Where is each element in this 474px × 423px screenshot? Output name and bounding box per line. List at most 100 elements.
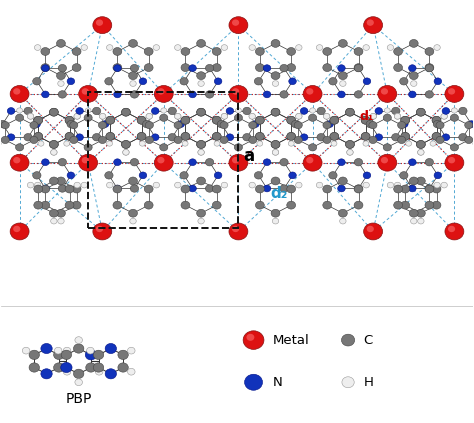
Text: N: N xyxy=(273,376,282,389)
Circle shape xyxy=(114,159,121,165)
Circle shape xyxy=(394,63,402,71)
Circle shape xyxy=(448,88,455,95)
Circle shape xyxy=(432,185,441,193)
Circle shape xyxy=(255,132,264,140)
Circle shape xyxy=(341,334,355,346)
Circle shape xyxy=(418,149,424,155)
Circle shape xyxy=(139,78,147,85)
Circle shape xyxy=(245,374,263,390)
Circle shape xyxy=(41,63,50,71)
Circle shape xyxy=(459,134,467,141)
Circle shape xyxy=(29,350,39,360)
Circle shape xyxy=(432,201,441,209)
Circle shape xyxy=(84,144,92,151)
Circle shape xyxy=(394,201,402,209)
Circle shape xyxy=(329,77,337,85)
Circle shape xyxy=(27,113,34,119)
Circle shape xyxy=(212,47,221,55)
Circle shape xyxy=(255,201,264,209)
Circle shape xyxy=(17,108,23,113)
Circle shape xyxy=(398,136,406,143)
Circle shape xyxy=(198,218,204,224)
Circle shape xyxy=(309,114,317,121)
Circle shape xyxy=(197,108,206,116)
Circle shape xyxy=(49,140,58,148)
Circle shape xyxy=(42,65,49,71)
Circle shape xyxy=(329,172,337,179)
Circle shape xyxy=(387,45,394,50)
Circle shape xyxy=(354,91,363,98)
Circle shape xyxy=(82,88,89,95)
Circle shape xyxy=(106,132,115,140)
Circle shape xyxy=(263,159,271,165)
Circle shape xyxy=(114,185,121,192)
Circle shape xyxy=(49,177,58,185)
Circle shape xyxy=(366,121,374,128)
Circle shape xyxy=(58,64,66,72)
Circle shape xyxy=(38,141,44,146)
Circle shape xyxy=(296,113,302,119)
Circle shape xyxy=(113,47,122,55)
Circle shape xyxy=(51,218,57,224)
Circle shape xyxy=(220,136,228,143)
Circle shape xyxy=(347,149,353,155)
Circle shape xyxy=(417,108,425,116)
Circle shape xyxy=(33,172,41,179)
Circle shape xyxy=(229,223,248,240)
Circle shape xyxy=(181,201,190,209)
Circle shape xyxy=(361,132,370,140)
Circle shape xyxy=(417,177,425,185)
Circle shape xyxy=(107,182,113,188)
Circle shape xyxy=(73,344,84,353)
Circle shape xyxy=(157,157,164,163)
Circle shape xyxy=(434,78,442,85)
Circle shape xyxy=(65,116,74,124)
Circle shape xyxy=(130,159,138,166)
Circle shape xyxy=(155,85,173,102)
Circle shape xyxy=(221,113,228,119)
Circle shape xyxy=(271,108,280,116)
Circle shape xyxy=(323,201,332,209)
Circle shape xyxy=(64,141,70,146)
Circle shape xyxy=(409,65,416,71)
Circle shape xyxy=(425,47,434,55)
Circle shape xyxy=(121,108,130,116)
Circle shape xyxy=(65,132,74,140)
Circle shape xyxy=(451,108,457,113)
Circle shape xyxy=(323,113,330,119)
Circle shape xyxy=(294,121,302,129)
Circle shape xyxy=(92,134,101,141)
Circle shape xyxy=(197,39,206,47)
Circle shape xyxy=(383,114,392,121)
Circle shape xyxy=(425,185,434,193)
Circle shape xyxy=(180,172,188,179)
Circle shape xyxy=(152,134,159,140)
Circle shape xyxy=(181,116,190,124)
Circle shape xyxy=(181,47,190,55)
Circle shape xyxy=(384,108,390,113)
Circle shape xyxy=(272,149,279,155)
Circle shape xyxy=(56,72,65,80)
Circle shape xyxy=(65,132,74,140)
Circle shape xyxy=(326,121,333,127)
Circle shape xyxy=(433,121,442,128)
Circle shape xyxy=(354,63,363,71)
Circle shape xyxy=(197,108,206,116)
Circle shape xyxy=(67,172,75,179)
Circle shape xyxy=(432,132,441,140)
Circle shape xyxy=(249,113,255,119)
Circle shape xyxy=(236,108,241,113)
Circle shape xyxy=(93,17,112,33)
Circle shape xyxy=(417,108,425,116)
Circle shape xyxy=(92,107,101,115)
Circle shape xyxy=(73,369,84,379)
Circle shape xyxy=(409,91,416,98)
Circle shape xyxy=(271,140,280,148)
Circle shape xyxy=(93,223,112,240)
Circle shape xyxy=(243,331,264,349)
Circle shape xyxy=(114,65,121,71)
Circle shape xyxy=(105,369,117,379)
Circle shape xyxy=(24,107,32,115)
Circle shape xyxy=(473,141,474,146)
Circle shape xyxy=(113,185,122,193)
